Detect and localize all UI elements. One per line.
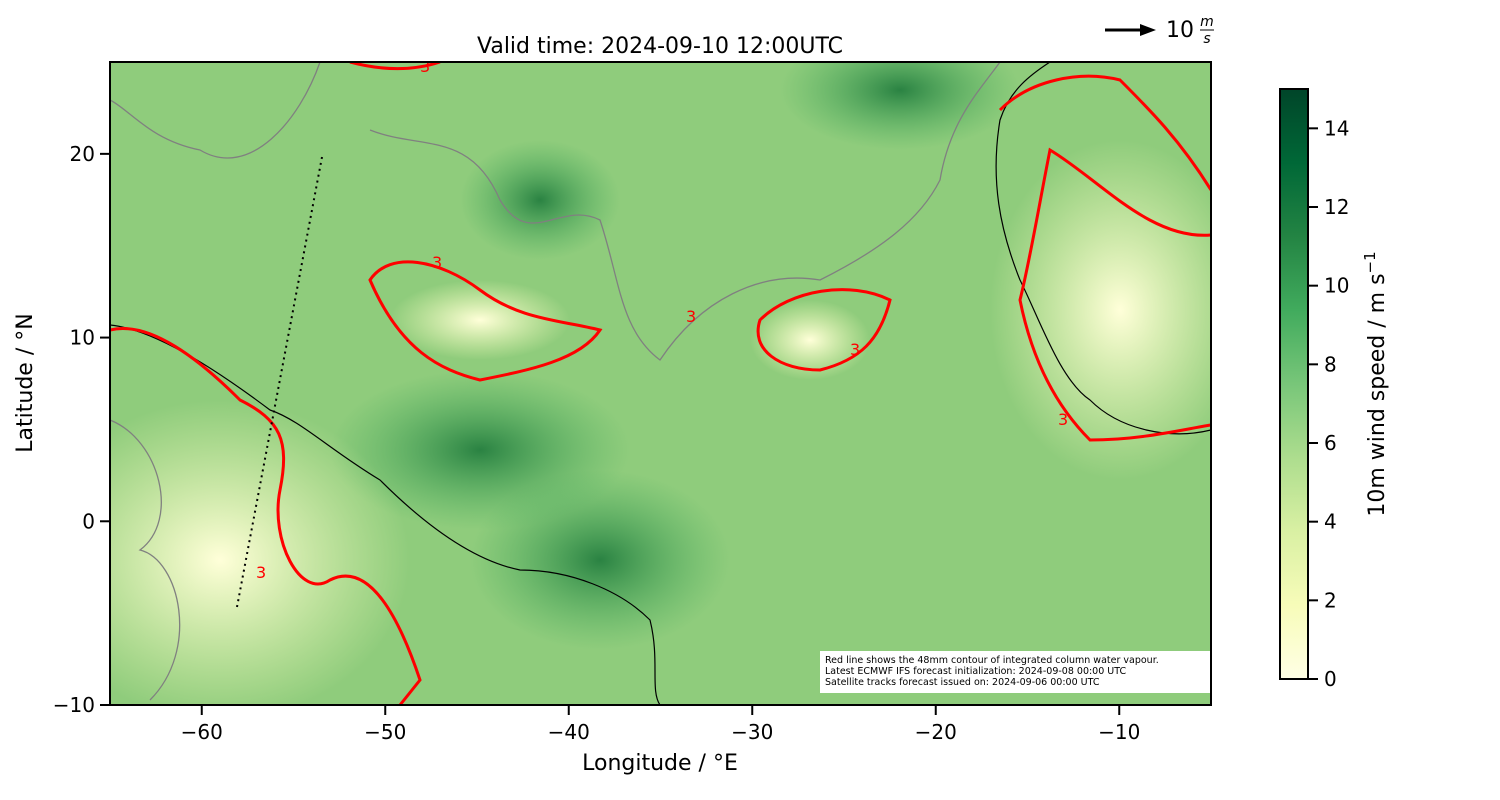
colorbar-tick-label: 10 (1324, 274, 1349, 298)
axes-frame (109, 61, 1212, 706)
colorbar-tick-label: 14 (1324, 116, 1349, 140)
x-tick-label: −10 (1098, 720, 1140, 744)
x-tick-label: −50 (364, 720, 406, 744)
reference-key: 10 m s (1105, 14, 1214, 47)
chart-title: Valid time: 2024-09-10 12:00UTC (477, 34, 843, 59)
key-unit-denominator: s (1203, 31, 1210, 47)
y-tick-label: 20 (70, 142, 95, 166)
contour-label: 3 (432, 253, 442, 272)
contour-label: 3 (686, 307, 696, 326)
annotation: Latest ECMWF IFS forecast initialization… (825, 666, 1126, 677)
x-tick-label: −30 (731, 720, 773, 744)
colorbar-tick-label: 6 (1324, 431, 1337, 455)
annotation-box (820, 651, 1211, 693)
colorbar-label-exponent: −1 (1361, 251, 1379, 273)
colorbar (1279, 88, 1309, 680)
colorbar-label: 10m wind speed / m s−1 (1361, 251, 1390, 516)
x-tick-label: −60 (181, 720, 223, 744)
contour-label: 3 (256, 563, 266, 582)
y-axis-label: Latitude / °N (13, 313, 38, 452)
key-unit-numerator: m (1200, 14, 1214, 30)
x-tick-label: −40 (548, 720, 590, 744)
key-arrow-head (1140, 24, 1156, 36)
key-value: 10 (1166, 18, 1194, 43)
map-field: 3 3 3 3 3 3 Red line shows the 48mm cont… (110, 57, 1211, 705)
x-tick-label: −20 (915, 720, 957, 744)
contour-label: 3 (850, 340, 860, 359)
colorbar-tick-label: 8 (1324, 352, 1337, 376)
annotation: Satellite tracks forecast issued on: 202… (825, 677, 1100, 688)
colorbar-tick-label: 12 (1324, 195, 1349, 219)
y-tick-label: 0 (82, 509, 95, 533)
colorbar-tick-label: 2 (1324, 588, 1337, 612)
contour-label: 3 (1058, 410, 1068, 429)
y-tick-label: 10 (70, 326, 95, 350)
y-tick-label: −10 (53, 693, 95, 717)
colorbar-tick-label: 4 (1324, 510, 1337, 534)
colorbar-label-text: 10m wind speed / m s (1365, 273, 1390, 516)
annotation: Red line shows the 48mm contour of integ… (825, 655, 1159, 666)
x-axis-label: Longitude / °E (582, 751, 738, 776)
contour-label: 3 (420, 57, 430, 76)
colorbar-tick-label: 0 (1324, 667, 1337, 691)
